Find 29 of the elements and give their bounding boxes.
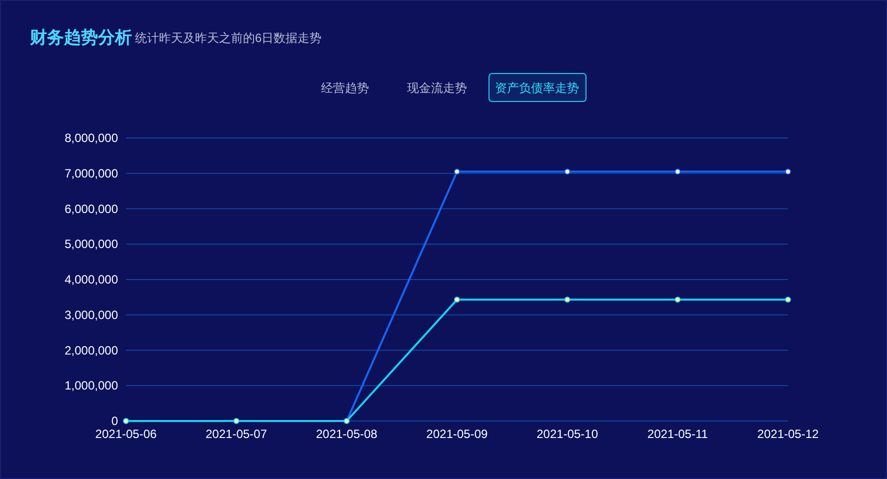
- x-tick-label: 2021-05-09: [426, 427, 488, 441]
- point: [785, 168, 791, 175]
- y-tick-label: 6,000,000: [64, 202, 118, 216]
- point: [564, 296, 570, 303]
- y-tick-label: 1,000,000: [64, 378, 118, 393]
- x-tick-label: 2021-05-11: [647, 427, 708, 441]
- point: [454, 168, 460, 175]
- chart-subtitle: 统计昨天及昨天之前的6日数据走势: [135, 31, 322, 45]
- y-tick-label: 7,000,000: [64, 166, 118, 180]
- y-tick-label: 2,000,000: [64, 343, 118, 358]
- x-tick-label: 2021-05-08: [316, 427, 378, 441]
- point: [454, 296, 460, 303]
- x-tick-label: 2021-05-06: [95, 427, 158, 441]
- x-tick-label: 2021-05-12: [757, 427, 820, 441]
- y-tick-label: 3,000,000: [64, 308, 118, 322]
- point: [674, 296, 681, 303]
- chart-title: 财务趋势分析: [29, 28, 132, 47]
- point: [785, 296, 791, 303]
- point: [564, 168, 570, 175]
- y-tick-label: 0: [111, 414, 118, 428]
- x-tick-label: 2021-05-07: [206, 427, 268, 441]
- point: [674, 168, 681, 175]
- text: 经营趋势: [321, 81, 369, 95]
- y-tick-label: 8,000,000: [64, 131, 118, 145]
- y-tick-label: 5,000,000: [64, 237, 118, 252]
- text: 资产负债率走势: [495, 81, 579, 95]
- text: 现金流走势: [407, 81, 467, 95]
- x-tick-label: 2021-05-10: [536, 427, 598, 441]
- y-tick-label: 4,000,000: [64, 272, 118, 286]
